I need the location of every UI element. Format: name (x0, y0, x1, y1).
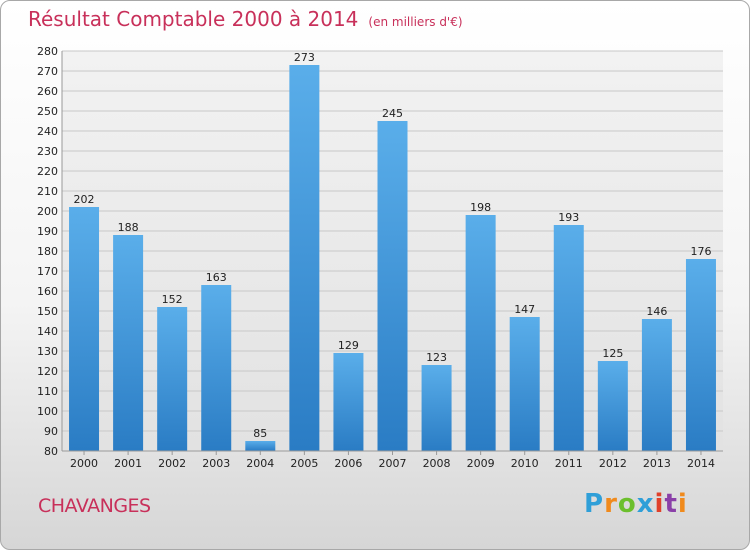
y-tick-label: 200 (37, 205, 58, 218)
bar (157, 307, 188, 451)
bar-value-label: 193 (558, 211, 579, 224)
bar (69, 207, 100, 451)
y-tick-label: 270 (37, 65, 58, 78)
x-tick-label: 2007 (379, 457, 407, 470)
y-tick-label: 110 (37, 385, 58, 398)
y-tick-label: 220 (37, 165, 58, 178)
x-tick-label: 2001 (114, 457, 142, 470)
x-tick-label: 2010 (511, 457, 539, 470)
bar-value-label: 152 (162, 293, 183, 306)
y-tick-label: 240 (37, 125, 58, 138)
title-unit: (en milliers d'€) (368, 15, 463, 29)
bar (421, 365, 452, 451)
x-tick-label: 2004 (246, 457, 274, 470)
y-tick-label: 90 (44, 425, 58, 438)
y-tick-label: 250 (37, 105, 58, 118)
bar-value-label: 123 (426, 351, 447, 364)
bar-value-label: 146 (646, 305, 667, 318)
y-tick-label: 260 (37, 85, 58, 98)
y-tick-label: 150 (37, 305, 58, 318)
x-tick-label: 2005 (290, 457, 318, 470)
proxiti-logo: Proxiti (584, 489, 688, 519)
y-tick-label: 80 (44, 445, 58, 458)
bar (509, 317, 540, 451)
x-tick-label: 2009 (467, 457, 495, 470)
x-tick-label: 2000 (70, 457, 98, 470)
y-tick-label: 120 (37, 365, 58, 378)
bar-value-label: 125 (602, 347, 623, 360)
bar (553, 225, 584, 451)
bar-value-label: 202 (74, 193, 95, 206)
y-tick-label: 160 (37, 285, 58, 298)
y-tick-label: 190 (37, 225, 58, 238)
x-tick-label: 2008 (423, 457, 451, 470)
place-name: CHAVANGES (38, 495, 151, 517)
x-tick-label: 2012 (599, 457, 627, 470)
x-tick-label: 2006 (334, 457, 362, 470)
x-tick-label: 2003 (202, 457, 230, 470)
bar-value-label: 273 (294, 51, 315, 64)
y-axis: 80 90 100 110 120 130 140 150 160 170 180 190 200 210… (37, 45, 63, 458)
bar (289, 65, 320, 451)
x-tick-label: 2011 (555, 457, 583, 470)
y-tick-label: 140 (37, 325, 58, 338)
title-main: Résultat Comptable 2000 à 2014 (28, 7, 359, 31)
x-tick-label: 2013 (643, 457, 671, 470)
bar (377, 121, 408, 451)
chart-title: Résultat Comptable 2000 à 2014 (en millie… (28, 7, 463, 31)
bar (465, 215, 496, 451)
bar (333, 353, 364, 451)
bar (685, 259, 716, 451)
x-tick-label: 2014 (687, 457, 715, 470)
y-tick-label: 280 (37, 45, 58, 58)
bar-value-label: 198 (470, 201, 491, 214)
bar (245, 441, 276, 451)
x-tick-label: 2002 (158, 457, 186, 470)
y-tick-label: 170 (37, 265, 58, 278)
x-axis: 2000 2001 2002 2003 2004 2005 2006 2007 2008 2009… (62, 450, 723, 470)
bar (201, 285, 232, 451)
y-tick-label: 130 (37, 345, 58, 358)
bar-value-label: 188 (118, 221, 139, 234)
y-tick-label: 230 (37, 145, 58, 158)
bar-value-label: 176 (690, 245, 711, 258)
bars: 202 188 152 163 85 273 129 245 123 198 147 193 125 14… (69, 51, 716, 451)
y-tick-label: 100 (37, 405, 58, 418)
bar-value-label: 245 (382, 107, 403, 120)
bar (641, 319, 672, 451)
y-tick-label: 180 (37, 245, 58, 258)
bar (597, 361, 628, 451)
y-tick-label: 210 (37, 185, 58, 198)
bar-value-label: 129 (338, 339, 359, 352)
bar-value-label: 163 (206, 271, 227, 284)
bar (113, 235, 144, 451)
bar-value-label: 85 (253, 427, 267, 440)
bar-value-label: 147 (514, 303, 535, 316)
